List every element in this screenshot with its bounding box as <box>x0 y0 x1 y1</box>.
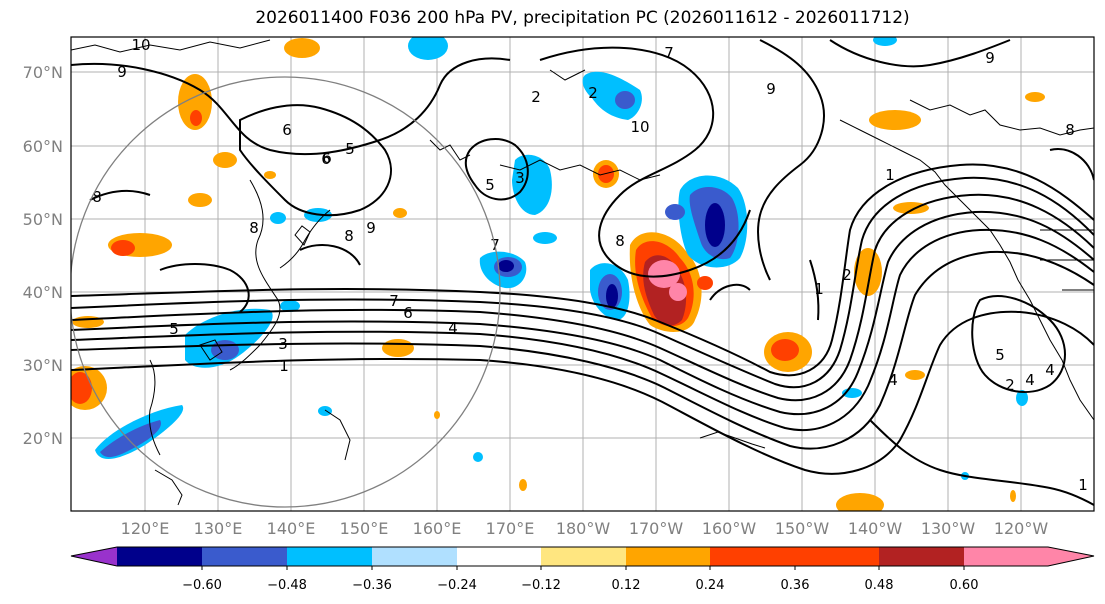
colorbar-tick-label: −0.24 <box>437 578 477 593</box>
colorbar-segment <box>626 547 710 566</box>
contour-label: 2 <box>842 266 852 284</box>
lon-label: 150°W <box>775 519 830 538</box>
contour-label: 8 <box>615 232 625 250</box>
contour-label: 6 <box>403 304 413 322</box>
lat-label-60n: 60°N <box>23 137 63 156</box>
colorbar-tick-label: 0.24 <box>696 578 725 593</box>
lon-label: 160°W <box>702 519 757 538</box>
lat-label-50n: 50°N <box>23 210 63 229</box>
contour-label: 7 <box>389 292 399 310</box>
contour-label: 8 <box>1065 121 1075 139</box>
contour-label: 1 <box>814 280 824 298</box>
contour-label: 9 <box>766 80 776 98</box>
colorbar-segment <box>795 547 879 566</box>
lon-label: 140°E <box>267 519 316 538</box>
colorbar-segment <box>117 547 202 566</box>
lon-label: 180°W <box>556 519 611 538</box>
gridlines <box>71 37 1094 511</box>
map-title: 2026011400 F036 200 hPa PV, precipitatio… <box>255 8 910 28</box>
contour-label: 7 <box>664 44 674 62</box>
precip-shading <box>71 37 1045 511</box>
colorbar-tick-label: −0.60 <box>182 578 222 593</box>
contour-label: 1 <box>885 166 895 184</box>
contour-label: 6 <box>321 150 331 168</box>
range-circle <box>71 76 501 508</box>
colorbar-tick-label: 0.48 <box>865 578 894 593</box>
colorbar-tick-label: −0.12 <box>521 578 561 593</box>
lon-label: 160°E <box>413 519 462 538</box>
latitude-labels: 70°N 60°N 50°N 40°N 30°N 20°N <box>23 63 63 448</box>
lat-label-40n: 40°N <box>23 283 63 302</box>
contour-label: 10 <box>630 118 649 136</box>
colorbar-tick-label: −0.36 <box>352 578 392 593</box>
lat-label-70n: 70°N <box>23 63 63 82</box>
contour-label: 6 <box>322 149 332 167</box>
lon-label: 130°W <box>921 519 976 538</box>
longitude-labels: 120°E 130°E 140°E 150°E 160°E 170°E 180°… <box>121 519 1049 538</box>
contour-label: 2 <box>588 84 598 102</box>
colorbar-tick-label: 0.36 <box>781 578 810 593</box>
lon-label: 120°W <box>994 519 1049 538</box>
contour-label: 4 <box>448 319 458 337</box>
contour-label: 5 <box>169 320 179 338</box>
colorbar-segment <box>964 547 1094 566</box>
contour-label: 3 <box>278 335 288 353</box>
colorbar-tick-label: 0.60 <box>950 578 979 593</box>
contour-label: 10 <box>131 36 150 54</box>
contour-label: 8 <box>92 188 102 206</box>
colorbar-segment <box>879 547 964 566</box>
colorbar-segment <box>202 547 287 566</box>
colorbar-tick-label: −0.48 <box>267 578 307 593</box>
colorbar-segment <box>71 547 117 566</box>
lon-label: 120°E <box>121 519 170 538</box>
colorbar-segment <box>541 547 626 566</box>
lon-label: 140°W <box>848 519 903 538</box>
contour-label: 6 <box>282 121 292 139</box>
contour-label: 1 <box>279 357 289 375</box>
lat-label-30n: 30°N <box>23 356 63 375</box>
contour-label: 1 <box>1078 476 1088 494</box>
contour-label: 9 <box>366 219 376 237</box>
contour-label: 2 <box>1005 376 1015 394</box>
lon-label: 130°E <box>194 519 243 538</box>
colorbar: −0.60 −0.48 −0.36 −0.24 −0.12 0.12 0.24 … <box>70 546 1095 593</box>
contour-label: 5 <box>485 176 495 194</box>
colorbar-outline <box>70 546 1095 567</box>
contour-label: 4 <box>888 371 898 389</box>
contour-label: 9 <box>985 49 995 67</box>
pv-contours <box>71 39 1094 506</box>
lon-label: 170°W <box>629 519 684 538</box>
colorbar-segment <box>372 547 457 566</box>
colorbar-segment <box>287 547 372 566</box>
colorbar-segment <box>457 547 541 566</box>
lon-label: 150°E <box>340 519 389 538</box>
contour-label: 2 <box>531 88 541 106</box>
contour-label: 8 <box>249 219 259 237</box>
colorbar-tick-label: 0.12 <box>612 578 641 593</box>
contour-label: 3 <box>515 169 525 187</box>
lat-label-20n: 20°N <box>23 429 63 448</box>
contour-label: 4 <box>1045 361 1055 379</box>
contour-label: 4 <box>1025 371 1035 389</box>
colorbar-segment <box>710 547 795 566</box>
map-frame <box>70 36 1095 512</box>
lon-label: 170°E <box>486 519 535 538</box>
contour-label: 8 <box>344 227 354 245</box>
contour-label: 9 <box>117 63 127 81</box>
contour-label: 5 <box>345 140 355 158</box>
contour-label: 5 <box>995 346 1005 364</box>
